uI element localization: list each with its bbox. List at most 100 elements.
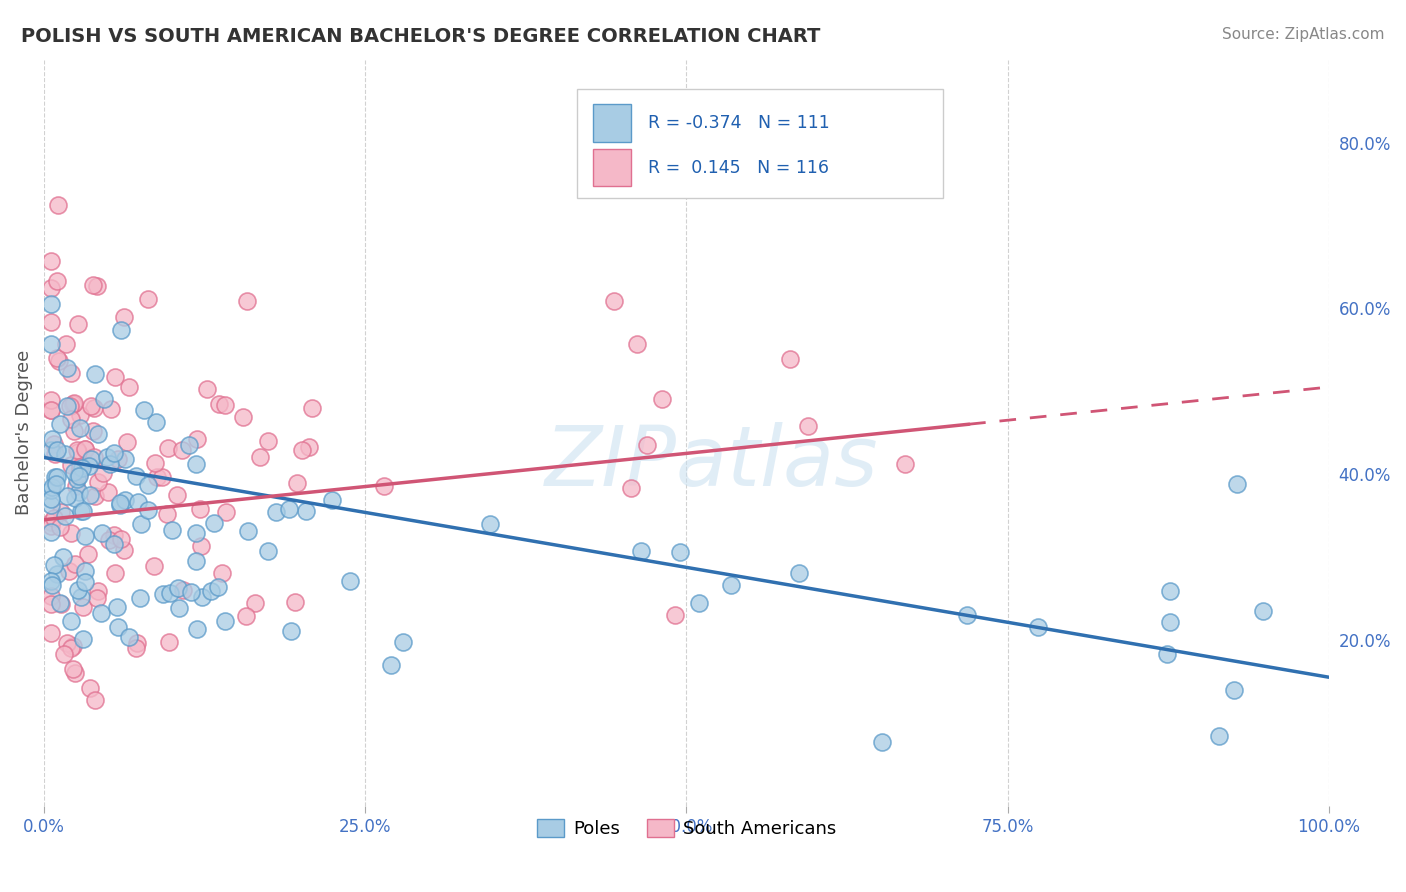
Point (478, 516, 501, 531)
Point (114, 493, 136, 508)
Point (630, 543, 652, 558)
Point (172, 583, 194, 598)
Point (110, 532, 132, 546)
Point (83, 367, 105, 381)
Point (184, 554, 207, 568)
Point (200, 584, 222, 599)
Point (91, 467, 114, 481)
Point (211, 566, 233, 581)
Point (60, 458, 83, 473)
Point (103, 537, 125, 551)
Point (48, 596, 70, 610)
Point (39, 254, 62, 268)
Point (115, 435, 138, 450)
Point (180, 584, 202, 599)
Point (53, 648, 76, 662)
Point (284, 595, 307, 609)
Point (45, 442, 67, 457)
Point (110, 323, 132, 337)
Text: R =  0.145   N = 116: R = 0.145 N = 116 (648, 159, 830, 177)
FancyBboxPatch shape (593, 104, 631, 142)
Point (39, 392, 62, 407)
Point (96, 450, 118, 465)
Point (69, 420, 91, 434)
Point (380, 658, 402, 673)
Point (59, 525, 82, 540)
Point (86, 591, 108, 606)
Point (145, 416, 167, 430)
Point (39, 598, 62, 612)
Point (104, 566, 127, 580)
Point (52, 550, 75, 565)
Point (39, 402, 62, 417)
Point (235, 609, 257, 624)
Point (167, 581, 190, 595)
Text: R = -0.374   N = 111: R = -0.374 N = 111 (648, 114, 830, 132)
Point (214, 398, 236, 412)
Point (177, 438, 200, 452)
Point (82, 424, 104, 438)
Point (55, 636, 77, 650)
Point (53, 509, 76, 524)
Y-axis label: Bachelor's Degree: Bachelor's Degree (15, 350, 32, 516)
Point (56, 361, 79, 376)
Point (75, 442, 97, 456)
Point (97, 485, 120, 500)
Point (285, 476, 308, 491)
Point (62, 424, 84, 438)
Point (82, 277, 104, 292)
Point (170, 442, 193, 457)
Point (603, 293, 626, 308)
Point (156, 507, 179, 521)
Point (688, 596, 710, 610)
Point (69, 408, 91, 422)
Point (65, 666, 87, 681)
Point (41, 578, 63, 592)
Point (63, 491, 86, 505)
Point (58, 565, 80, 579)
Point (62, 639, 84, 653)
Point (157, 635, 180, 649)
Point (69, 460, 91, 475)
Point (39, 296, 62, 310)
Point (339, 574, 361, 588)
Point (72, 460, 94, 475)
Point (67, 468, 90, 483)
Point (39, 625, 62, 640)
Point (129, 591, 152, 605)
Point (1251, 604, 1274, 618)
Point (72, 504, 94, 518)
Point (77, 548, 100, 562)
Point (79, 458, 101, 473)
Point (80, 451, 103, 466)
Point (39, 524, 62, 539)
Point (264, 505, 287, 519)
Point (72, 600, 94, 615)
Point (83, 450, 105, 464)
Point (67, 467, 90, 482)
Point (48, 353, 70, 368)
Point (65, 478, 87, 492)
Point (249, 450, 271, 465)
Point (118, 630, 141, 644)
Point (39, 498, 62, 512)
Point (104, 369, 127, 384)
Point (41, 432, 63, 446)
Point (1160, 615, 1182, 629)
Point (1226, 476, 1249, 491)
Point (143, 456, 166, 470)
Point (186, 622, 208, 636)
Point (84, 692, 107, 706)
Point (291, 442, 314, 457)
Point (73, 442, 96, 456)
Point (186, 457, 208, 471)
Point (98, 457, 121, 471)
Point (51, 598, 73, 612)
Point (66, 583, 89, 598)
Point (41, 479, 63, 493)
Point (392, 635, 415, 649)
Point (1223, 683, 1246, 698)
Point (136, 503, 159, 517)
Point (143, 558, 166, 573)
Point (79, 681, 101, 695)
